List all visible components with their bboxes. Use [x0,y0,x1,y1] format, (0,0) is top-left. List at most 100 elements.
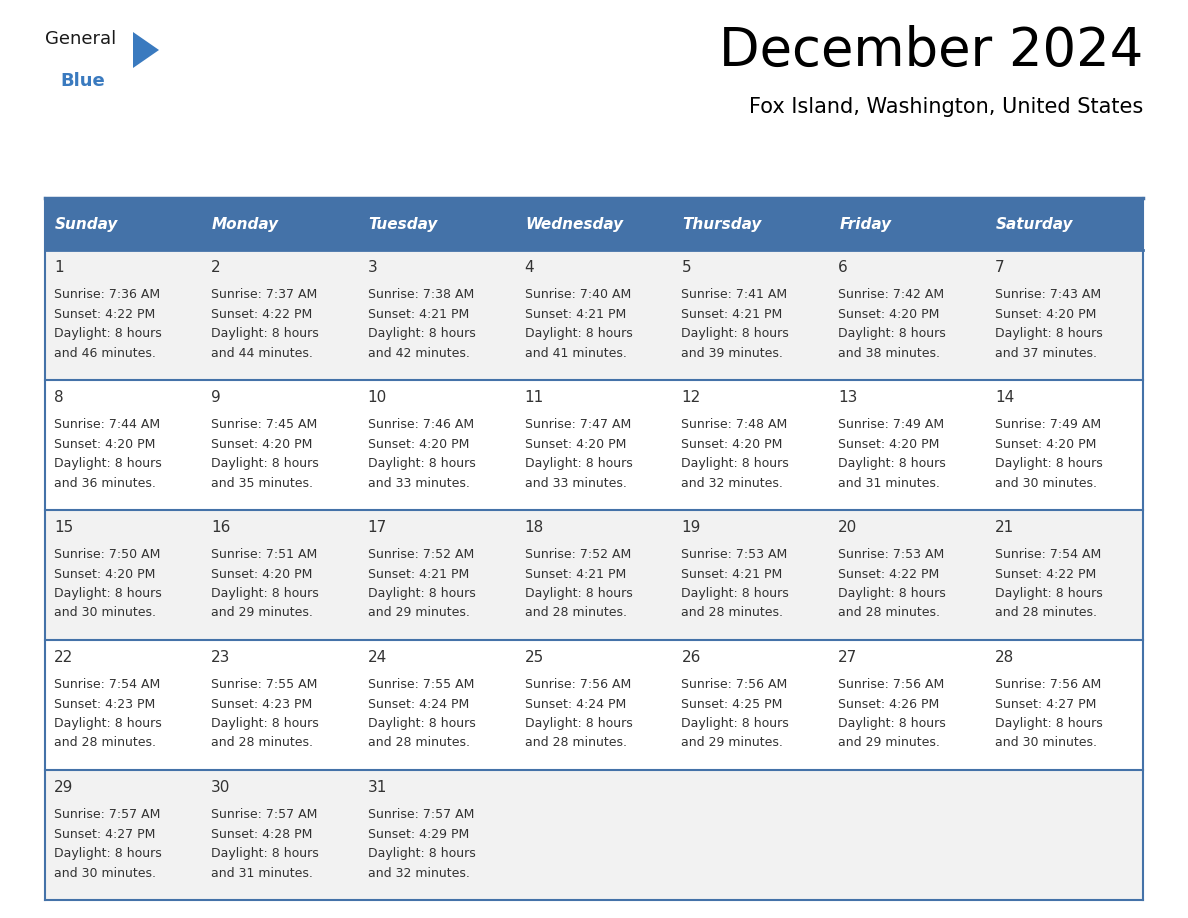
Text: Sunset: 4:20 PM: Sunset: 4:20 PM [682,438,783,451]
Text: Daylight: 8 hours: Daylight: 8 hours [210,587,318,600]
Text: and 30 minutes.: and 30 minutes. [53,607,156,620]
Text: Daylight: 8 hours: Daylight: 8 hours [839,587,946,600]
Text: and 38 minutes.: and 38 minutes. [839,346,940,360]
Text: Daylight: 8 hours: Daylight: 8 hours [525,587,632,600]
Text: 5: 5 [682,260,691,275]
Text: and 32 minutes.: and 32 minutes. [682,476,783,489]
Text: Sunset: 4:23 PM: Sunset: 4:23 PM [53,698,156,711]
Text: Daylight: 8 hours: Daylight: 8 hours [368,587,475,600]
Text: and 29 minutes.: and 29 minutes. [368,607,469,620]
Bar [45,640,1143,770]
Text: Tuesday: Tuesday [368,217,438,231]
Text: Sunset: 4:20 PM: Sunset: 4:20 PM [368,438,469,451]
Text: 10: 10 [368,390,387,405]
Text: and 29 minutes.: and 29 minutes. [682,736,783,749]
Text: 28: 28 [996,650,1015,665]
Text: Daylight: 8 hours: Daylight: 8 hours [210,717,318,730]
Text: Sunset: 4:27 PM: Sunset: 4:27 PM [53,827,156,841]
Text: Sunrise: 7:51 AM: Sunrise: 7:51 AM [210,548,317,561]
Text: Sunset: 4:24 PM: Sunset: 4:24 PM [525,698,626,711]
Text: 30: 30 [210,780,230,795]
Text: Sunrise: 7:47 AM: Sunrise: 7:47 AM [525,418,631,431]
Text: Daylight: 8 hours: Daylight: 8 hours [210,457,318,470]
Text: and 28 minutes.: and 28 minutes. [525,736,626,749]
Text: Sunrise: 7:57 AM: Sunrise: 7:57 AM [368,808,474,821]
Text: Daylight: 8 hours: Daylight: 8 hours [996,717,1102,730]
Text: and 28 minutes.: and 28 minutes. [682,607,783,620]
Text: Sunrise: 7:44 AM: Sunrise: 7:44 AM [53,418,160,431]
Text: and 30 minutes.: and 30 minutes. [996,476,1098,489]
Text: Daylight: 8 hours: Daylight: 8 hours [839,717,946,730]
Text: and 42 minutes.: and 42 minutes. [368,346,469,360]
Text: 20: 20 [839,520,858,535]
Text: Thursday: Thursday [682,217,762,231]
Text: Daylight: 8 hours: Daylight: 8 hours [996,327,1102,340]
Text: 17: 17 [368,520,387,535]
Text: Sunset: 4:20 PM: Sunset: 4:20 PM [839,308,940,320]
Text: Sunset: 4:21 PM: Sunset: 4:21 PM [682,567,783,580]
Text: 3: 3 [368,260,378,275]
Bar [45,770,1143,900]
Text: Saturday: Saturday [997,217,1074,231]
Text: Sunrise: 7:48 AM: Sunrise: 7:48 AM [682,418,788,431]
Text: and 29 minutes.: and 29 minutes. [210,607,312,620]
Text: Sunset: 4:20 PM: Sunset: 4:20 PM [53,438,156,451]
Text: Sunset: 4:20 PM: Sunset: 4:20 PM [210,438,312,451]
Bar [672,198,829,250]
Text: Daylight: 8 hours: Daylight: 8 hours [210,327,318,340]
Text: 4: 4 [525,260,535,275]
Text: and 30 minutes.: and 30 minutes. [996,736,1098,749]
Text: Daylight: 8 hours: Daylight: 8 hours [996,587,1102,600]
Text: Sunrise: 7:50 AM: Sunrise: 7:50 AM [53,548,160,561]
Text: and 28 minutes.: and 28 minutes. [53,736,156,749]
Text: Daylight: 8 hours: Daylight: 8 hours [53,327,162,340]
Text: and 31 minutes.: and 31 minutes. [839,476,940,489]
Text: and 33 minutes.: and 33 minutes. [368,476,469,489]
Text: Sunset: 4:26 PM: Sunset: 4:26 PM [839,698,940,711]
Text: Sunrise: 7:41 AM: Sunrise: 7:41 AM [682,288,788,301]
Text: General: General [45,30,116,48]
Text: Sunrise: 7:55 AM: Sunrise: 7:55 AM [368,678,474,691]
Text: Sunset: 4:22 PM: Sunset: 4:22 PM [839,567,940,580]
Text: Daylight: 8 hours: Daylight: 8 hours [368,457,475,470]
Text: Daylight: 8 hours: Daylight: 8 hours [682,327,789,340]
Text: Sunrise: 7:49 AM: Sunrise: 7:49 AM [839,418,944,431]
Text: 9: 9 [210,390,221,405]
Text: Daylight: 8 hours: Daylight: 8 hours [839,457,946,470]
Text: Sunrise: 7:43 AM: Sunrise: 7:43 AM [996,288,1101,301]
Text: 11: 11 [525,390,544,405]
Text: Daylight: 8 hours: Daylight: 8 hours [996,457,1102,470]
Text: and 37 minutes.: and 37 minutes. [996,346,1098,360]
Text: Daylight: 8 hours: Daylight: 8 hours [525,717,632,730]
Text: Sunrise: 7:38 AM: Sunrise: 7:38 AM [368,288,474,301]
Text: and 44 minutes.: and 44 minutes. [210,346,312,360]
Text: Sunrise: 7:37 AM: Sunrise: 7:37 AM [210,288,317,301]
Text: 21: 21 [996,520,1015,535]
Text: 15: 15 [53,520,74,535]
Text: Sunset: 4:21 PM: Sunset: 4:21 PM [525,308,626,320]
Text: Sunrise: 7:49 AM: Sunrise: 7:49 AM [996,418,1101,431]
Text: 29: 29 [53,780,74,795]
Bar [45,198,202,250]
Text: 1: 1 [53,260,64,275]
Text: Sunday: Sunday [55,217,119,231]
Text: Sunset: 4:20 PM: Sunset: 4:20 PM [525,438,626,451]
Text: and 31 minutes.: and 31 minutes. [210,867,312,879]
Text: Sunrise: 7:36 AM: Sunrise: 7:36 AM [53,288,160,301]
Text: Sunrise: 7:54 AM: Sunrise: 7:54 AM [996,548,1101,561]
Text: 25: 25 [525,650,544,665]
Text: Sunset: 4:20 PM: Sunset: 4:20 PM [210,567,312,580]
Text: Sunrise: 7:53 AM: Sunrise: 7:53 AM [839,548,944,561]
Text: Sunrise: 7:56 AM: Sunrise: 7:56 AM [839,678,944,691]
Text: Sunset: 4:20 PM: Sunset: 4:20 PM [996,308,1097,320]
Text: Sunset: 4:21 PM: Sunset: 4:21 PM [525,567,626,580]
Text: Sunrise: 7:42 AM: Sunrise: 7:42 AM [839,288,944,301]
Text: and 29 minutes.: and 29 minutes. [839,736,940,749]
Text: Sunrise: 7:45 AM: Sunrise: 7:45 AM [210,418,317,431]
Text: and 30 minutes.: and 30 minutes. [53,867,156,879]
Text: Sunset: 4:21 PM: Sunset: 4:21 PM [368,308,469,320]
Text: and 32 minutes.: and 32 minutes. [368,867,469,879]
Text: 7: 7 [996,260,1005,275]
Text: and 28 minutes.: and 28 minutes. [210,736,312,749]
Text: 23: 23 [210,650,230,665]
